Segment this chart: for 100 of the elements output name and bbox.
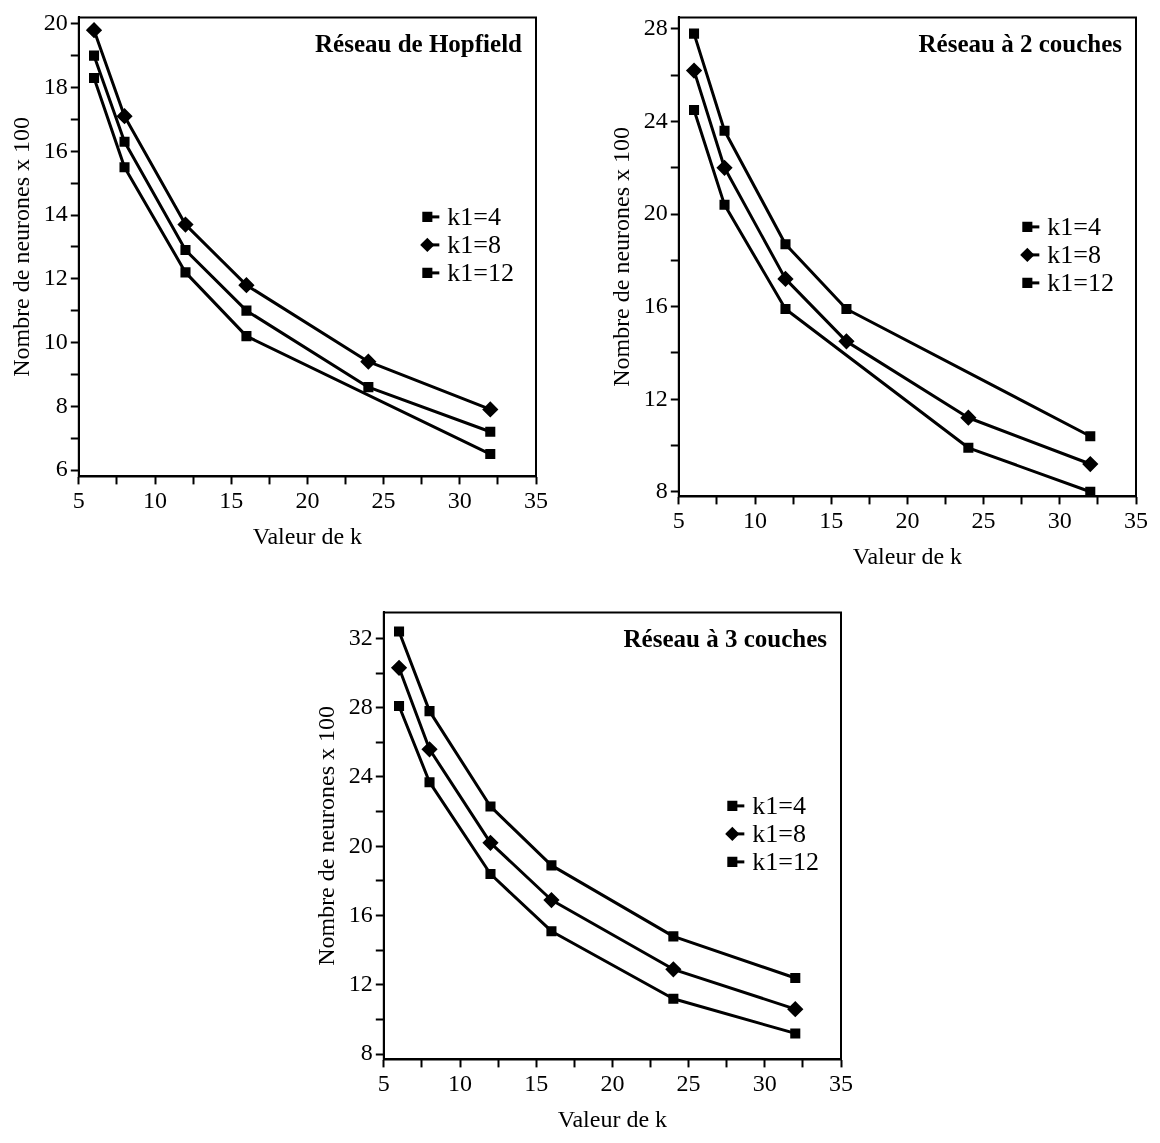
point [668, 931, 679, 942]
point [689, 104, 700, 115]
point [780, 303, 791, 314]
x-axis-title: Valeur de k [852, 542, 963, 569]
point [241, 331, 252, 342]
x-tick-label: 10 [743, 507, 767, 534]
y-axis-title: Nombre de neurones x 100 [312, 705, 339, 966]
point [422, 741, 438, 757]
point [719, 125, 730, 136]
y-tick-label: 20 [643, 199, 668, 226]
point [790, 972, 801, 984]
y-tick-label: 20 [348, 831, 373, 858]
point [391, 660, 407, 676]
point [485, 801, 496, 812]
point [394, 700, 405, 711]
point [86, 22, 102, 38]
x-tick-label: 15 [819, 507, 844, 534]
point [787, 1001, 803, 1017]
point [482, 835, 498, 851]
legend-label: k1=12 [752, 846, 820, 876]
point [485, 868, 496, 880]
point [546, 860, 557, 871]
point [780, 239, 791, 250]
point [689, 28, 700, 39]
y-tick-label: 16 [348, 900, 373, 927]
x-axis-title: Valeur de k [252, 522, 363, 549]
x-tick-label: 10 [143, 487, 167, 514]
x-tick-label: 30 [1047, 507, 1072, 534]
point [238, 277, 254, 293]
point [960, 410, 976, 426]
y-tick-label: 24 [643, 106, 668, 133]
y-tick-label: 14 [43, 200, 68, 227]
y-axis-title: Nombre de neurones x 100 [7, 116, 34, 377]
y-tick-label: 12 [643, 384, 668, 411]
point [424, 706, 435, 717]
point [119, 136, 130, 147]
point [482, 401, 498, 417]
x-tick-label: 25 [371, 487, 396, 514]
y-tick-label: 16 [43, 136, 68, 163]
x-tick-label: 35 [829, 1070, 853, 1097]
point [89, 72, 100, 83]
legend-label: k1=8 [752, 818, 807, 848]
point [424, 777, 435, 788]
y-tick-label: 18 [43, 72, 68, 99]
point [363, 382, 374, 393]
y-tick-label: 6 [55, 455, 68, 482]
text: Réseau de Hopfield [315, 30, 523, 58]
point [89, 50, 100, 61]
point [838, 333, 854, 349]
y-tick-label: 12 [348, 970, 373, 997]
y-tick-label: 24 [348, 762, 373, 789]
legend-label: k1=8 [447, 229, 502, 259]
legend-label: k1=4 [752, 790, 807, 820]
point [719, 199, 730, 210]
y-tick-label: 20 [43, 9, 68, 36]
point [180, 267, 191, 278]
point [665, 961, 681, 977]
x-tick-label: 5 [672, 507, 685, 534]
x-tick-label: 5 [377, 1070, 390, 1097]
y-tick-label: 28 [643, 14, 668, 41]
x-tick-label: 15 [524, 1070, 549, 1097]
legend-label: k1=4 [1047, 211, 1102, 241]
point [777, 271, 793, 287]
x-tick-label: 5 [72, 487, 85, 514]
point [485, 426, 496, 437]
point [394, 626, 405, 637]
x-tick-label: 20 [600, 1070, 625, 1097]
point [117, 108, 133, 124]
legend-label: k1=12 [1047, 267, 1115, 297]
x-axis-title: Valeur de k [557, 1105, 668, 1132]
x-tick-label: 10 [448, 1070, 472, 1097]
point [717, 160, 733, 176]
point [841, 303, 852, 314]
point [241, 305, 252, 316]
point [790, 1028, 801, 1039]
point [360, 354, 376, 370]
point [485, 449, 496, 460]
y-tick-label: 28 [348, 692, 373, 719]
point [668, 993, 679, 1004]
y-tick-label: 8 [655, 477, 668, 504]
legend-label: k1=12 [447, 257, 515, 287]
x-tick-label: 30 [447, 487, 472, 514]
x-tick-label: 25 [676, 1070, 701, 1097]
y-tick-label: 12 [43, 264, 68, 291]
text: Réseau à 3 couches [623, 625, 828, 653]
point [1085, 431, 1096, 442]
x-tick-label: 20 [895, 507, 920, 534]
x-tick-label: 25 [971, 507, 996, 534]
x-tick-label: 15 [219, 487, 244, 514]
y-tick-label: 8 [360, 1039, 373, 1066]
y-tick-label: 16 [643, 291, 668, 318]
point [180, 245, 191, 256]
legend-label: k1=8 [1047, 239, 1102, 269]
text: Réseau à 2 couches [918, 30, 1123, 58]
x-tick-label: 30 [752, 1070, 777, 1097]
y-tick-label: 32 [348, 623, 373, 650]
point [177, 217, 193, 233]
y-axis-title: Nombre de neurones x 100 [607, 126, 634, 387]
legend-label: k1=4 [447, 201, 502, 231]
x-tick-label: 35 [524, 487, 548, 514]
